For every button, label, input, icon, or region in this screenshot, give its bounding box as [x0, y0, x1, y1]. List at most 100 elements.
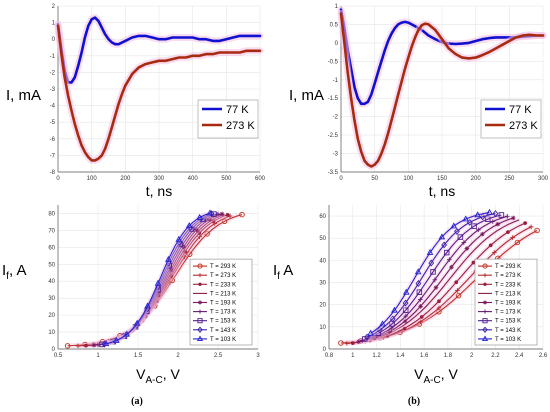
data-marker — [438, 233, 446, 240]
legend-label: T = 153 K — [495, 319, 521, 325]
data-marker — [402, 326, 407, 331]
series-line — [364, 214, 502, 340]
data-marker — [389, 321, 395, 327]
data-marker — [482, 300, 488, 305]
data-marker — [432, 277, 438, 283]
data-marker — [64, 343, 71, 349]
legend-label: T = 233 K — [495, 282, 521, 288]
x-axis-label: t, ns — [146, 183, 172, 199]
data-marker — [510, 215, 516, 221]
data-marker — [142, 313, 148, 319]
x-tick-label: 1 — [351, 353, 355, 359]
y-axis-label-sub: f — [277, 271, 280, 282]
y-tick-label: -7 — [50, 153, 56, 159]
x-tick-label: 2 — [470, 353, 474, 359]
data-marker — [185, 222, 193, 229]
data-marker — [418, 297, 423, 302]
y-tick-label: -6 — [50, 137, 56, 143]
legend-label: T = 293 K — [495, 264, 521, 270]
x-tick-label: 2.5 — [214, 353, 223, 359]
data-marker — [206, 209, 214, 216]
x-tick-label: 1.4 — [396, 353, 405, 359]
data-marker — [391, 306, 398, 313]
data-marker — [168, 267, 174, 273]
legend-label: T = 103 K — [495, 337, 521, 343]
data-marker — [376, 326, 383, 334]
x-tick-label: 1.2 — [372, 353, 381, 359]
legend-label: T = 103 K — [210, 337, 236, 343]
data-marker — [402, 299, 409, 307]
data-marker — [387, 329, 392, 334]
x-tick-label: 150 — [437, 176, 448, 182]
data-marker — [182, 254, 187, 260]
y-tick-label: -8 — [50, 170, 56, 176]
data-marker — [419, 315, 424, 319]
series-line — [355, 219, 520, 344]
x-tick-label: 400 — [188, 176, 199, 182]
y-tick-label: -5 — [50, 120, 56, 126]
legend-label: T = 213 K — [495, 291, 521, 297]
data-marker — [197, 318, 203, 324]
data-marker — [198, 282, 202, 286]
y-tick-label: 1 — [335, 4, 339, 10]
legend-label: T = 153 K — [210, 319, 236, 325]
x-axis-label: t, ns — [429, 183, 455, 199]
data-marker — [528, 224, 534, 230]
data-marker — [457, 234, 464, 240]
data-marker — [197, 326, 203, 334]
legend-label: T = 173 K — [210, 310, 236, 316]
data-marker — [221, 218, 228, 225]
data-marker — [356, 339, 362, 345]
legend-label: T = 293 K — [210, 264, 236, 270]
data-marker — [196, 335, 204, 342]
data-marker — [428, 259, 435, 267]
legend-box — [197, 99, 259, 139]
legend-label: 273 K — [509, 120, 538, 132]
x-axis-label: VA-C, V — [136, 366, 180, 386]
data-marker — [225, 212, 230, 217]
data-marker — [415, 280, 422, 287]
data-marker — [165, 255, 172, 262]
data-marker — [471, 260, 476, 265]
data-marker — [364, 333, 370, 341]
y-tick-label: -4 — [50, 104, 56, 110]
data-marker — [154, 279, 162, 286]
legend-label: 77 K — [226, 104, 249, 116]
x-tick-label: 1.8 — [444, 353, 453, 359]
data-marker — [426, 248, 434, 255]
data-marker — [495, 221, 501, 227]
y-tick-label: -3 — [50, 87, 56, 93]
data-marker — [443, 249, 450, 256]
x-tick-label: 0.8 — [325, 353, 334, 359]
data-marker — [454, 280, 459, 285]
y-tick-label: -1.5 — [328, 96, 339, 102]
data-marker — [455, 288, 460, 293]
data-marker — [219, 211, 225, 217]
series-line — [105, 212, 211, 345]
x-tick-label: 250 — [504, 176, 515, 182]
x-tick-label: 0 — [339, 176, 343, 182]
data-marker — [338, 340, 344, 346]
data-marker — [186, 251, 193, 257]
series-line — [366, 213, 496, 338]
y-tick-label: -2 — [50, 70, 56, 76]
series-line — [56, 16, 262, 84]
data-marker — [482, 318, 488, 324]
y-axis-label: If, A — [2, 262, 26, 282]
data-marker — [534, 227, 540, 234]
y-tick-label: 50 — [48, 262, 55, 268]
data-marker — [486, 208, 493, 215]
data-marker — [498, 212, 505, 218]
data-marker — [389, 315, 396, 323]
y-tick-label: 40 — [319, 258, 326, 264]
y-tick-label: 0 — [52, 347, 56, 353]
data-marker — [101, 340, 108, 348]
data-marker — [197, 234, 202, 239]
data-marker — [123, 330, 131, 337]
data-marker — [523, 221, 528, 225]
data-marker — [437, 299, 441, 304]
legend-label: T = 143 K — [210, 328, 236, 334]
x-tick-label: 200 — [471, 176, 482, 182]
y-tick-label: 10 — [319, 325, 326, 331]
